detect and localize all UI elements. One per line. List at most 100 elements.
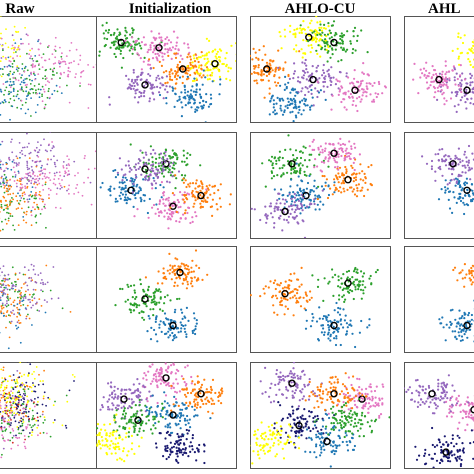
data-point (10, 311, 12, 313)
data-point (251, 58, 254, 61)
data-point (41, 279, 43, 281)
data-point (52, 69, 54, 71)
data-point (189, 97, 193, 100)
data-point (42, 53, 45, 55)
data-point (26, 162, 29, 164)
data-point (291, 102, 294, 105)
data-point (139, 283, 142, 286)
data-point (296, 191, 299, 194)
data-point (286, 160, 290, 163)
data-point (421, 155, 424, 158)
data-point (339, 137, 342, 140)
data-point (469, 84, 472, 87)
cluster-center-marker (463, 186, 471, 195)
data-point (14, 290, 16, 293)
data-point (288, 279, 291, 282)
data-point (328, 29, 331, 32)
data-point (69, 70, 71, 73)
data-point (13, 304, 15, 307)
data-point (10, 320, 13, 323)
data-point (3, 93, 5, 96)
data-point (466, 204, 470, 207)
data-point (90, 203, 93, 206)
data-point (158, 32, 161, 35)
data-point (152, 177, 155, 180)
data-point (182, 198, 185, 201)
data-point (53, 172, 56, 175)
data-point (359, 84, 362, 87)
data-point (0, 163, 2, 166)
data-point (304, 206, 307, 209)
data-point (309, 198, 312, 202)
data-point (361, 94, 364, 97)
data-point (292, 158, 295, 161)
data-point (172, 30, 176, 33)
data-point (339, 34, 342, 38)
data-point (321, 39, 324, 42)
data-point (0, 67, 2, 70)
data-point (339, 186, 342, 189)
data-point (358, 95, 361, 99)
data-point (284, 148, 287, 151)
data-point (278, 290, 281, 294)
data-point (274, 113, 277, 116)
data-point (33, 297, 36, 300)
data-point (469, 72, 472, 75)
data-point (16, 157, 19, 160)
data-point (21, 183, 23, 186)
data-point (347, 269, 351, 273)
data-point (9, 65, 12, 68)
data-point (137, 101, 140, 104)
data-point (302, 77, 305, 80)
data-point (2, 195, 5, 198)
data-point (140, 41, 143, 44)
data-point (299, 305, 303, 308)
data-point (362, 72, 365, 75)
data-point (205, 192, 208, 195)
data-point (161, 83, 164, 86)
data-point (462, 201, 465, 204)
data-point (1, 220, 3, 223)
data-point (254, 51, 257, 54)
data-point (327, 320, 330, 323)
data-point (193, 57, 196, 60)
data-point (355, 97, 359, 100)
data-point (300, 193, 303, 196)
data-point (4, 199, 7, 202)
data-point (292, 314, 295, 317)
data-point (152, 314, 155, 317)
data-point (126, 298, 130, 301)
panel-frame (250, 246, 391, 353)
data-point (168, 47, 171, 50)
data-point (137, 162, 140, 165)
data-point (245, 57, 247, 59)
data-point (12, 301, 15, 304)
data-point (457, 173, 460, 176)
data-point (454, 154, 457, 157)
data-point (288, 193, 291, 196)
data-point (150, 167, 153, 170)
data-point (194, 93, 197, 96)
data-point (172, 164, 175, 167)
data-point (282, 67, 285, 70)
data-point (41, 200, 44, 203)
data-point (208, 39, 211, 43)
data-point (156, 340, 159, 343)
data-point (330, 80, 333, 83)
data-point (158, 77, 161, 80)
data-point (361, 71, 364, 74)
data-point (10, 47, 13, 50)
data-point (205, 188, 208, 191)
data-point (145, 153, 148, 156)
data-point (102, 32, 105, 35)
data-point (67, 170, 70, 172)
data-point (326, 43, 329, 46)
data-point (15, 68, 18, 71)
data-point (180, 327, 183, 330)
data-point (4, 204, 6, 207)
data-point (337, 142, 340, 145)
data-point (189, 221, 192, 225)
data-point (356, 268, 359, 271)
data-point (124, 196, 127, 199)
data-point (344, 158, 347, 161)
